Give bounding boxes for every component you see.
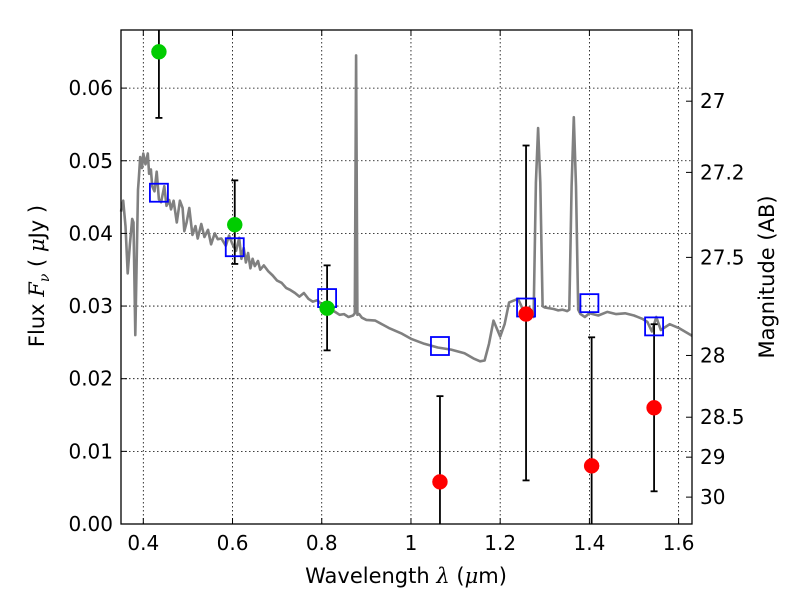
non-detection-point — [518, 306, 534, 322]
plot-frame — [120, 29, 693, 525]
x-tick-label: 1.6 — [663, 531, 695, 555]
grid — [121, 30, 692, 524]
x-tick-label: 1.4 — [573, 531, 605, 555]
model-photometry-square — [224, 237, 245, 258]
marker-layer — [149, 44, 664, 490]
y2-tick-label: 29 — [700, 445, 725, 469]
y-tick-label: 0.00 — [68, 512, 113, 536]
x-tick-label: 0.6 — [217, 531, 249, 555]
y2-tick-label: 27 — [700, 89, 725, 113]
x-tick-label: 0.4 — [127, 531, 159, 555]
y2-tick-label: 30 — [700, 485, 725, 509]
y-tick-label: 0.04 — [68, 221, 113, 245]
x-tick-label: 1 — [405, 531, 418, 555]
model-photometry-square — [430, 336, 450, 356]
y2-tick-label: 27.5 — [700, 245, 745, 269]
x-axis-label: Wavelength λ (μm) — [305, 564, 507, 588]
detection-point — [319, 300, 335, 316]
non-detection-point — [646, 400, 662, 416]
detection-point — [227, 216, 243, 233]
model-photometry-square — [149, 182, 169, 203]
y-tick-label: 0.05 — [68, 149, 113, 173]
x-tick-label: 0.8 — [306, 531, 338, 555]
y2-axis-label: Magnitude (AB) — [755, 195, 779, 358]
non-detection-point — [583, 458, 600, 474]
y2-tick-label: 28.5 — [700, 405, 745, 429]
y-tick-label: 0.02 — [68, 367, 113, 391]
sed-model-line — [119, 54, 693, 363]
axis-ticks: 0.4 0.6 0.8 1 1.2 1.4 1.6 0.00 0.01 0.02 0.03 0.04 0… — [68, 30, 745, 555]
y2-tick-label: 27.2 — [700, 160, 745, 184]
model-photometry-square — [579, 293, 600, 314]
y2-tick-label: 28 — [700, 343, 725, 367]
y-tick-label: 0.03 — [68, 294, 113, 318]
y-axis-label: Flux Fν ( μJy ) — [25, 205, 53, 347]
x-tick-label: 1.2 — [484, 531, 516, 555]
y-tick-label: 0.01 — [68, 439, 113, 463]
model-photometry-square — [644, 316, 664, 337]
detection-point — [151, 44, 167, 60]
non-detection-point — [432, 474, 448, 490]
y-tick-label: 0.06 — [68, 76, 113, 100]
sed-line-layer — [119, 54, 693, 363]
